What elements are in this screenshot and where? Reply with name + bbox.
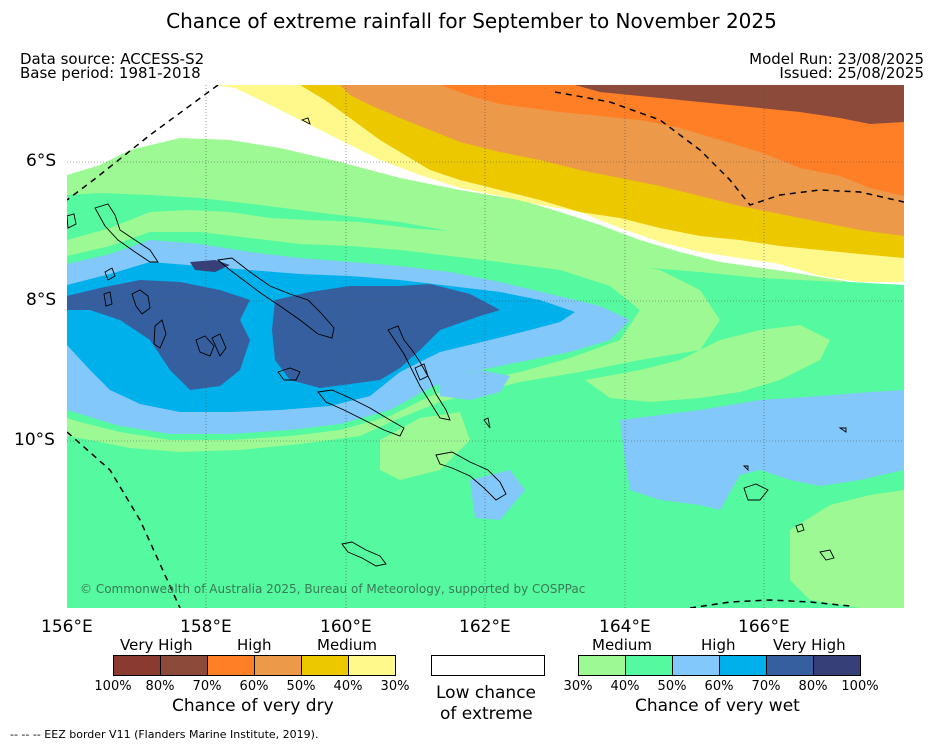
dry-swatch-5 xyxy=(348,655,396,676)
wet-30-southeast-patch xyxy=(790,490,904,608)
eez-footnote: -- -- -- EEZ border V11 (Flanders Marine… xyxy=(10,728,319,741)
wet-swatch-5 xyxy=(813,655,861,676)
wet-70-west-patch xyxy=(67,280,250,390)
dry-group-very-high: Very High xyxy=(120,636,193,654)
dry-tick-1: 80% xyxy=(145,679,175,694)
lon-label-164e: 164°E xyxy=(599,617,651,637)
lon-label-158e: 158°E xyxy=(180,617,232,637)
dry-swatch-4 xyxy=(301,655,349,676)
lat-label-8s: 8°S xyxy=(26,290,57,310)
wet-tick-2: 50% xyxy=(657,679,687,694)
neutral-caption-line2: of extreme xyxy=(440,704,533,724)
map-title: Chance of extreme rainfall for September… xyxy=(166,9,777,33)
gridlines xyxy=(67,85,904,608)
wet-50-east-patch xyxy=(620,390,904,510)
neutral-caption-line1: Low chance xyxy=(436,683,536,703)
wet-swatch-3 xyxy=(719,655,767,676)
wet-group-medium: Medium xyxy=(592,636,652,654)
lon-label-162e: 162°E xyxy=(459,617,511,637)
dry-swatch-0 xyxy=(113,655,161,676)
wet-legend-caption: Chance of very wet xyxy=(635,696,800,716)
dry-60-zone xyxy=(440,85,904,196)
dry-legend-caption: Chance of very dry xyxy=(172,696,334,716)
issued-label: Issued: 25/08/2025 xyxy=(779,64,924,82)
wet-group-high: High xyxy=(701,636,736,654)
wet-50-south-patch xyxy=(470,470,525,520)
dry-group-high: High xyxy=(237,636,272,654)
wet-tick-3: 60% xyxy=(704,679,734,694)
dry-swatch-2 xyxy=(207,655,255,676)
dry-tick-3: 60% xyxy=(239,679,269,694)
wet-tick-6: 100% xyxy=(841,679,879,694)
wet-swatch-2 xyxy=(672,655,720,676)
wet-tick-4: 70% xyxy=(751,679,781,694)
lat-label-6s: 6°S xyxy=(26,151,57,171)
dry-swatch-1 xyxy=(160,655,208,676)
eez-borders xyxy=(67,85,904,608)
lon-label-160e: 160°E xyxy=(320,617,372,637)
dry-tick-4: 50% xyxy=(286,679,316,694)
dry-tick-6: 30% xyxy=(380,679,410,694)
wet-swatch-0 xyxy=(578,655,626,676)
wet-30-east-patch xyxy=(585,325,830,402)
dry-tick-0: 100% xyxy=(94,679,132,694)
lon-label-166e: 166°E xyxy=(738,617,790,637)
wet-50-small-patch xyxy=(440,370,510,400)
wet-80-patch xyxy=(190,260,230,272)
wet-70-central-patch xyxy=(272,284,500,388)
dry-70-zone xyxy=(575,85,904,124)
wet-group-very-high: Very High xyxy=(773,636,846,654)
dry-tick-2: 70% xyxy=(192,679,222,694)
wet-tick-1: 40% xyxy=(610,679,640,694)
wet-swatch-1 xyxy=(625,655,673,676)
lat-label-10s: 10°S xyxy=(14,430,55,450)
dry-group-medium: Medium xyxy=(317,636,377,654)
model-run-label: Model Run: 23/08/2025 xyxy=(749,50,924,68)
neutral-swatch xyxy=(431,655,545,676)
wet-swatch-4 xyxy=(766,655,814,676)
wet-tick-5: 80% xyxy=(798,679,828,694)
wet-tick-0: 30% xyxy=(563,679,593,694)
lon-label-156e: 156°E xyxy=(41,617,93,637)
wet-30-central-patch xyxy=(380,412,470,480)
data-source-label: Data source: ACCESS-S2 xyxy=(20,50,205,68)
base-period-label: Base period: 1981-2018 xyxy=(20,64,201,82)
copyright-notice: © Commonwealth of Australia 2025, Bureau… xyxy=(80,582,586,596)
dry-tick-5: 40% xyxy=(333,679,363,694)
map-plot-area xyxy=(67,85,904,608)
dry-swatch-3 xyxy=(254,655,302,676)
coastlines xyxy=(67,117,847,567)
